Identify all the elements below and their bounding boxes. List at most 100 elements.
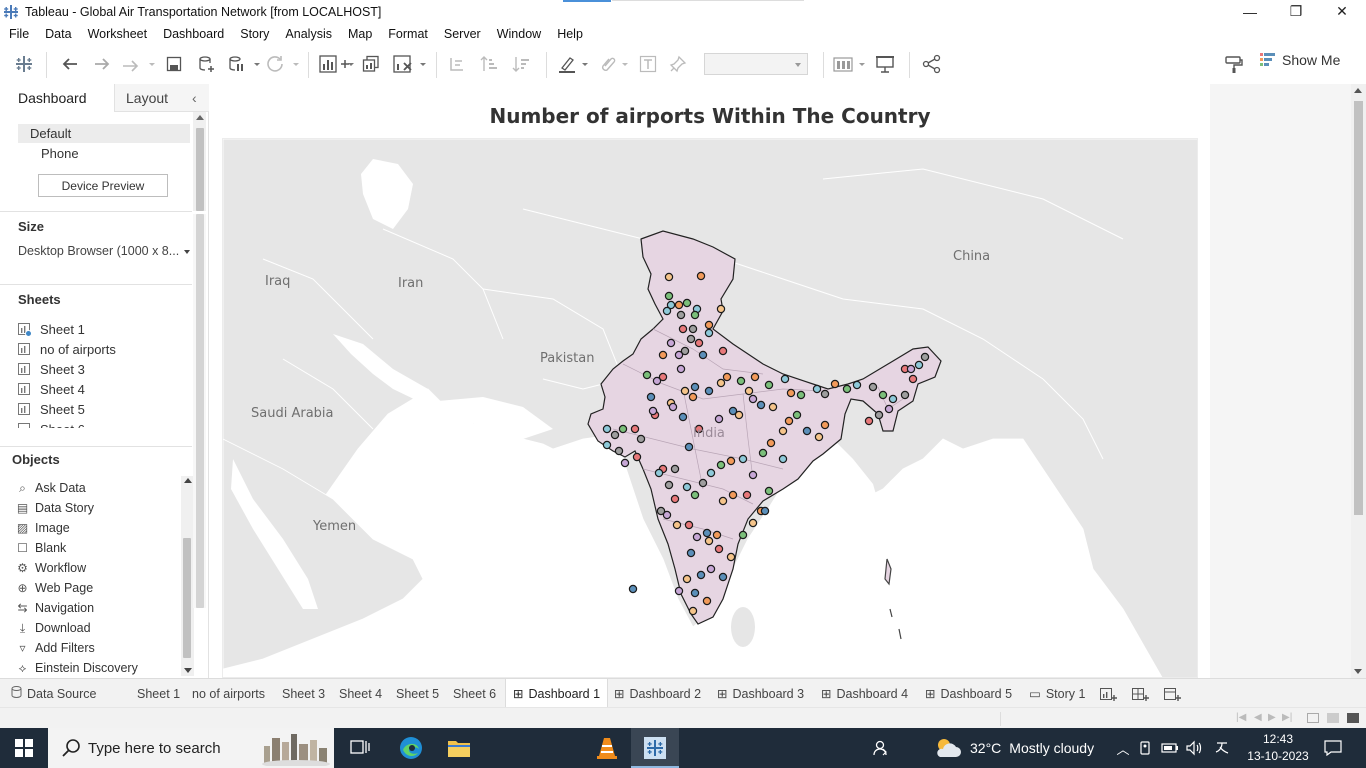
sheet-item-no-of-airports[interactable]: no of airports: [18, 339, 116, 359]
airport-marker[interactable]: [670, 494, 680, 504]
menu-window[interactable]: Window: [496, 26, 542, 41]
fix-axes-button[interactable]: [667, 52, 689, 76]
device-phone[interactable]: Phone: [41, 146, 79, 161]
menu-worksheet[interactable]: Worksheet: [87, 26, 148, 41]
side-panel-scrollbar[interactable]: [193, 214, 206, 608]
new-data-source-button[interactable]: [195, 52, 217, 76]
tab-sheet-3[interactable]: Sheet 3: [275, 679, 332, 708]
tab-sheet-4[interactable]: Sheet 4: [332, 679, 389, 708]
airport-marker[interactable]: [680, 346, 690, 356]
tab-nav-next-icon[interactable]: ▶: [1268, 712, 1276, 723]
scroll-up-icon[interactable]: [1354, 88, 1362, 93]
airport-marker[interactable]: [874, 410, 884, 420]
menu-help[interactable]: Help: [557, 26, 583, 41]
airport-marker[interactable]: [618, 424, 628, 434]
show-filmstrip-icon[interactable]: [1307, 713, 1319, 723]
scroll-up-icon[interactable]: [196, 115, 204, 120]
scroll-up-icon[interactable]: [184, 478, 192, 483]
airport-marker[interactable]: [696, 271, 706, 281]
volume-button[interactable]: [1183, 728, 1205, 768]
new-dashboard-tab-button[interactable]: [1128, 679, 1154, 708]
sort-ascending-button[interactable]: [478, 52, 500, 76]
object-blank[interactable]: ☐ Blank: [16, 538, 66, 558]
airport-marker[interactable]: [764, 486, 774, 496]
airport-marker[interactable]: [718, 572, 728, 582]
airport-marker[interactable]: [748, 394, 758, 404]
airport-marker[interactable]: [716, 378, 726, 388]
airport-marker[interactable]: [684, 442, 694, 452]
airport-marker[interactable]: [686, 334, 696, 344]
airport-marker[interactable]: [658, 350, 668, 360]
sheet-item-1[interactable]: Sheet 1: [18, 319, 85, 339]
airport-marker[interactable]: [726, 552, 736, 562]
task-view-button[interactable]: [336, 728, 384, 768]
airport-marker[interactable]: [914, 360, 924, 370]
airport-marker[interactable]: [602, 440, 612, 450]
maximize-button[interactable]: ❐: [1273, 0, 1319, 23]
objects-scrollbar[interactable]: [181, 476, 194, 676]
airport-marker[interactable]: [676, 310, 686, 320]
scroll-thumb[interactable]: [196, 128, 204, 211]
airport-marker[interactable]: [662, 510, 672, 520]
format-workbook-button[interactable]: [1222, 52, 1246, 76]
airport-marker[interactable]: [764, 380, 774, 390]
tab-nav-last-icon[interactable]: ▶|: [1282, 712, 1293, 723]
input-language-button[interactable]: [1210, 728, 1234, 768]
new-worksheet-tab-button[interactable]: [1096, 679, 1122, 708]
menu-format[interactable]: Format: [388, 26, 428, 41]
show-me-button[interactable]: Show Me: [1260, 52, 1340, 68]
airport-marker[interactable]: [802, 426, 812, 436]
airport-marker[interactable]: [796, 390, 806, 400]
show-tabs-icon[interactable]: [1347, 713, 1359, 723]
tab-data-source[interactable]: Data Source: [4, 679, 103, 708]
airport-marker[interactable]: [852, 380, 862, 390]
airport-marker[interactable]: [760, 506, 770, 516]
presentation-mode-button[interactable]: [873, 52, 897, 76]
airport-marker[interactable]: [666, 338, 676, 348]
airport-marker[interactable]: [696, 570, 706, 580]
airport-marker[interactable]: [812, 384, 822, 394]
airport-marker[interactable]: [718, 496, 728, 506]
airport-marker[interactable]: [668, 402, 678, 412]
airport-marker[interactable]: [698, 350, 708, 360]
scroll-thumb[interactable]: [196, 214, 204, 608]
file-explorer-button[interactable]: [435, 728, 483, 768]
clear-sheet-button[interactable]: [392, 52, 428, 76]
airport-marker[interactable]: [666, 300, 676, 310]
airport-marker[interactable]: [884, 404, 894, 414]
airport-marker[interactable]: [702, 528, 712, 538]
airport-marker[interactable]: [628, 584, 638, 594]
airport-marker[interactable]: [748, 470, 758, 480]
airport-marker[interactable]: [610, 430, 620, 440]
airport-marker[interactable]: [690, 310, 700, 320]
menu-server[interactable]: Server: [443, 26, 481, 41]
device-list-scrollbar[interactable]: [193, 112, 206, 211]
airport-marker[interactable]: [766, 438, 776, 448]
airport-marker[interactable]: [664, 291, 674, 301]
airport-marker[interactable]: [702, 596, 712, 606]
tab-nav-first-icon[interactable]: |◀: [1236, 712, 1247, 723]
scroll-thumb[interactable]: [183, 538, 191, 658]
airport-marker[interactable]: [830, 379, 840, 389]
airport-marker[interactable]: [738, 530, 748, 540]
sheet-item-6[interactable]: Sheet 6: [18, 419, 85, 428]
airport-marker[interactable]: [694, 424, 704, 434]
object-ask-data[interactable]: ⌕ Ask Data: [16, 478, 86, 498]
edge-button[interactable]: [387, 728, 435, 768]
airport-marker[interactable]: [784, 416, 794, 426]
airport-marker[interactable]: [686, 548, 696, 558]
airport-marker[interactable]: [718, 346, 728, 356]
redo-button[interactable]: [90, 52, 114, 76]
refresh-button[interactable]: [265, 52, 301, 76]
tab-sheet-1[interactable]: Sheet 1: [130, 679, 187, 708]
airport-marker[interactable]: [714, 414, 724, 424]
airport-marker[interactable]: [842, 384, 852, 394]
weather-widget[interactable]: 32°C Mostly cloudy: [934, 728, 1094, 768]
airport-marker[interactable]: [792, 410, 802, 420]
airport-marker[interactable]: [658, 372, 668, 382]
airport-marker[interactable]: [814, 432, 824, 442]
people-button[interactable]: [866, 728, 894, 768]
airport-marker[interactable]: [698, 478, 708, 488]
taskbar-search-input[interactable]: Type here to search: [48, 728, 334, 768]
show-hidden-icons-button[interactable]: ︿: [1113, 728, 1133, 768]
